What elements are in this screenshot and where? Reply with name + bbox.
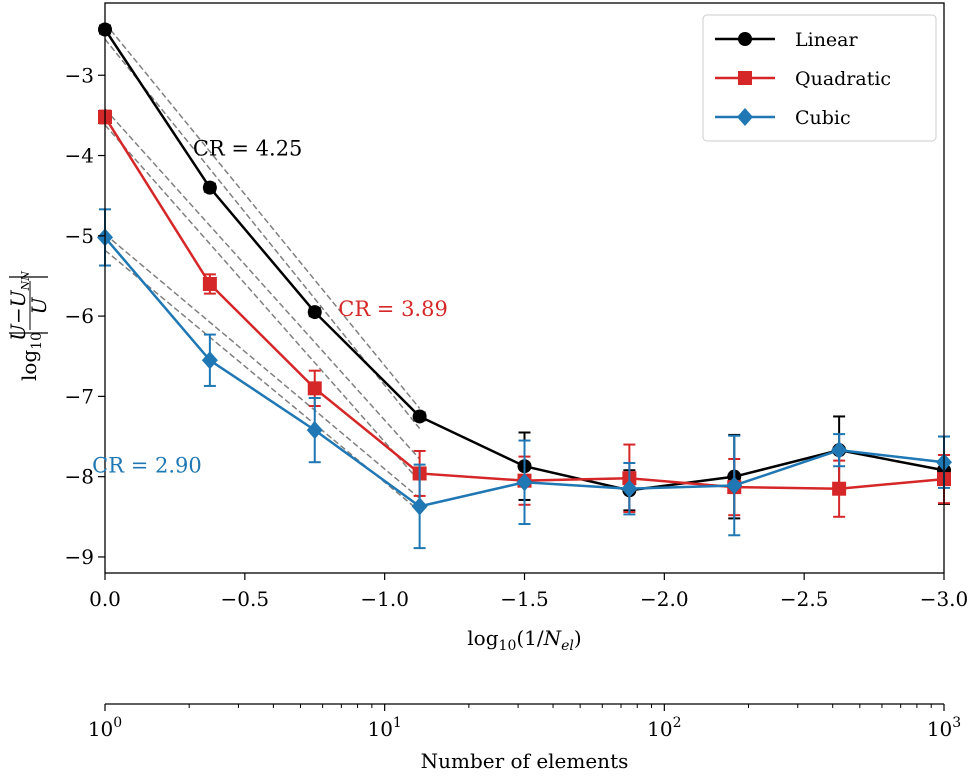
legend-box xyxy=(702,14,937,142)
legend-item-quadratic: Quadratic xyxy=(715,68,891,90)
y-tick-label: −6 xyxy=(65,304,94,328)
secondary-tick-label: 101 xyxy=(367,715,401,741)
fit-lines xyxy=(104,22,421,512)
x-tick-label: −0.5 xyxy=(221,587,270,611)
data-point xyxy=(412,409,427,424)
legend-item-linear: Linear xyxy=(715,29,859,51)
y-axis-label: log10 U−UNN U xyxy=(6,271,51,381)
data-point xyxy=(307,381,322,396)
fit-line xyxy=(104,22,421,409)
x-axis-ticks: 0.0 −0.5 −1.0 −1.5 −2.0 −2.5 −3.0 xyxy=(89,573,968,611)
y-axis-ticks: −3 −4 −5 −6 −7 −8 −9 xyxy=(65,63,105,569)
secondary-axis-label: Number of elements xyxy=(421,749,629,773)
secondary-tick-label: 100 xyxy=(88,715,122,741)
y-tick-label: −5 xyxy=(65,224,94,248)
data-point xyxy=(831,441,848,460)
data-point xyxy=(306,421,323,440)
svg-text:U: U xyxy=(27,296,51,314)
x-tick-label: −2.0 xyxy=(640,587,689,611)
fit-line xyxy=(104,108,421,460)
data-point xyxy=(202,276,217,291)
cr-annotation: CR = 3.89 xyxy=(338,297,448,321)
y-tick-label: −4 xyxy=(65,144,94,168)
legend-item-cubic: Cubic xyxy=(715,107,851,129)
legend-label: Quadratic xyxy=(795,68,891,90)
legend-label: Linear xyxy=(795,29,859,51)
fit-line xyxy=(104,249,421,512)
cr-annotation: CR = 2.90 xyxy=(92,454,202,478)
legend: Linear Quadratic Cubic xyxy=(702,14,937,142)
convergence-annotations: CR = 4.25 CR = 3.89 CR = 2.90 xyxy=(92,137,448,478)
y-tick-label: −7 xyxy=(65,384,94,408)
data-point xyxy=(411,497,428,516)
secondary-axis: 100 101 102 103 xyxy=(88,703,961,741)
x-axis-label: log10(1/Nel) xyxy=(467,626,581,654)
legend-marker xyxy=(737,108,753,126)
secondary-tick-label: 103 xyxy=(927,715,961,741)
y-tick-label: −8 xyxy=(65,465,94,489)
x-tick-label: −1.5 xyxy=(500,587,549,611)
y-tick-label: −3 xyxy=(65,63,94,87)
fit-line xyxy=(104,233,421,499)
x-tick-label: −1.0 xyxy=(360,587,409,611)
x-tick-label: −3.0 xyxy=(920,587,969,611)
series-cubic xyxy=(97,208,952,550)
data-point xyxy=(307,305,322,320)
legend-marker xyxy=(738,71,752,85)
legend-label: Cubic xyxy=(795,107,851,129)
data-point xyxy=(202,180,217,195)
x-tick-label: 0.0 xyxy=(89,587,121,611)
data-point xyxy=(201,351,218,370)
x-tick-label: −2.5 xyxy=(780,587,829,611)
data-series xyxy=(97,22,952,550)
data-point xyxy=(621,479,638,498)
data-point xyxy=(726,476,743,495)
legend-marker xyxy=(738,32,752,46)
data-point xyxy=(516,473,533,492)
cr-annotation: CR = 4.25 xyxy=(193,137,303,161)
y-tick-label: −9 xyxy=(65,545,94,569)
fit-line xyxy=(104,124,421,482)
data-point xyxy=(832,481,847,496)
secondary-tick-label: 102 xyxy=(647,715,681,741)
